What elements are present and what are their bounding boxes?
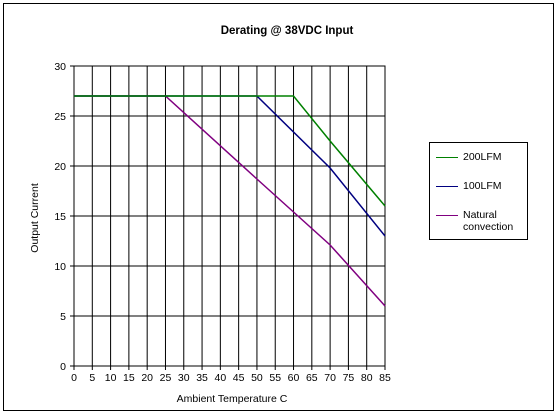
x-tick-label: 50	[251, 372, 263, 384]
x-axis-label: Ambient Temperature C	[177, 393, 288, 405]
legend-label-natural-convection: Natural convection	[463, 209, 514, 233]
y-tick-label: 30	[54, 61, 66, 73]
x-tick-label: 85	[379, 372, 391, 384]
legend-swatch-100lfm	[436, 186, 458, 187]
y-tick-label: 20	[54, 161, 66, 173]
legend-label-100lfm: 100LFM	[463, 180, 502, 192]
x-tick-label: 35	[196, 372, 208, 384]
x-tick-label: 5	[89, 372, 95, 384]
y-tick-label: 5	[60, 311, 66, 323]
legend-swatch-natural-convection	[436, 215, 458, 216]
y-tick-label: 25	[54, 111, 66, 123]
x-tick-label: 45	[233, 372, 245, 384]
x-tick-label: 20	[141, 372, 153, 384]
y-tick-label: 0	[60, 361, 66, 373]
y-tick-label: 15	[54, 211, 66, 223]
x-tick-label: 10	[105, 372, 117, 384]
x-tick-label: 40	[215, 372, 227, 384]
x-tick-label: 75	[343, 372, 355, 384]
series-line-200lfm	[74, 95, 386, 207]
x-tick-label: 65	[306, 372, 318, 384]
chart-frame: Derating @ 38VDC Input 0 5 10 15 20 25 30 35 40 4…	[3, 3, 554, 411]
legend-label-200lfm: 200LFM	[463, 151, 502, 163]
x-tick-label: 30	[178, 372, 190, 384]
legend-swatch-200lfm	[436, 157, 458, 158]
x-tick-label: 0	[71, 372, 77, 384]
x-tick-label: 60	[288, 372, 300, 384]
chart-title: Derating @ 38VDC Input	[221, 25, 354, 37]
x-tick-label: 80	[361, 372, 373, 384]
x-tick-label: 55	[269, 372, 281, 384]
series-line-natural-convection	[74, 95, 386, 307]
y-axis-label: Output Current	[29, 183, 41, 253]
y-tick-label: 10	[54, 261, 66, 273]
x-tick-label: 70	[324, 372, 336, 384]
chart-legend: 200LFM 100LFM Natural convection	[429, 142, 528, 240]
x-tick-label: 15	[123, 372, 135, 384]
chart-canvas: Derating @ 38VDC Input 0 5 10 15 20 25 30 35 40 4…	[29, 25, 391, 405]
x-tick-label: 25	[160, 372, 172, 384]
